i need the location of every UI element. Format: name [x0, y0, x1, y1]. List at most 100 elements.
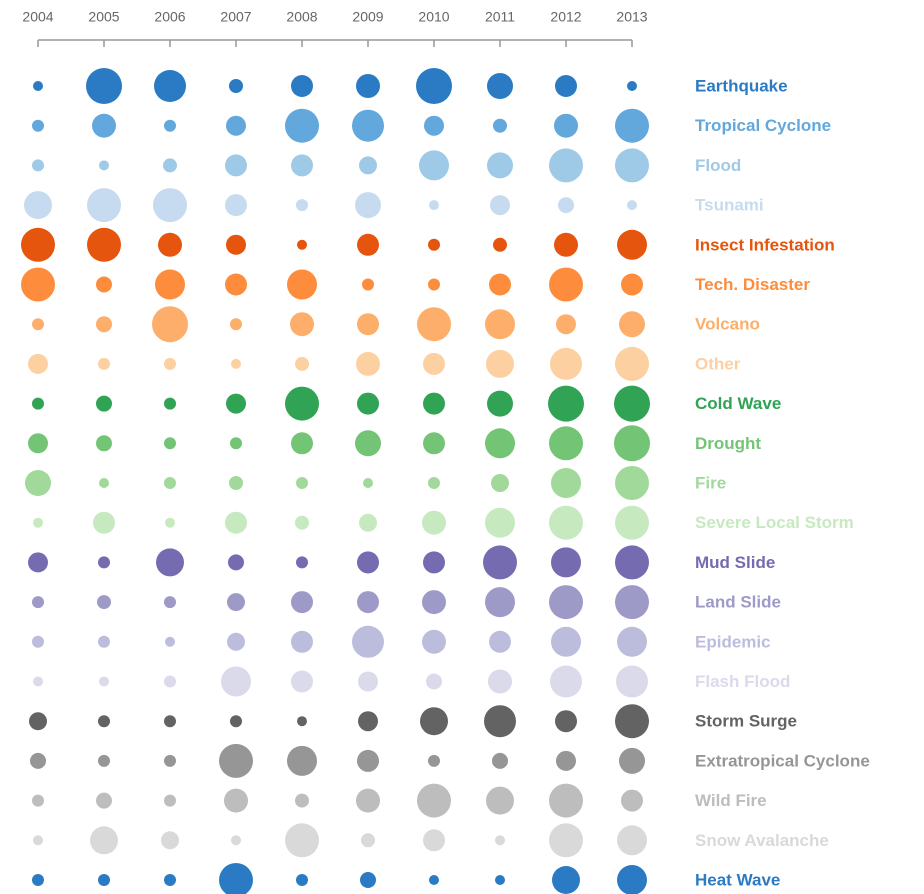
legend-label: Wild Fire — [695, 791, 767, 810]
bubble — [227, 593, 245, 612]
bubble — [96, 395, 112, 412]
bubble — [99, 160, 109, 171]
bubble — [96, 276, 112, 293]
bubble — [96, 435, 112, 452]
bubble — [617, 865, 647, 894]
bubble — [285, 108, 319, 143]
bubble — [164, 357, 176, 370]
bubble — [161, 831, 179, 850]
bubble — [285, 823, 319, 858]
bubble — [416, 68, 452, 104]
bubble — [615, 505, 649, 540]
bubble — [484, 705, 516, 738]
bubble — [617, 229, 647, 260]
bubble — [419, 150, 449, 181]
bubble — [485, 428, 515, 459]
bubble — [30, 752, 46, 769]
bubble — [359, 156, 377, 175]
bubble — [226, 115, 246, 136]
bubble — [356, 788, 380, 813]
bubble — [352, 109, 384, 142]
bubble — [87, 188, 121, 223]
bubble — [619, 311, 645, 338]
bubble — [549, 426, 583, 461]
legend-label: Drought — [695, 434, 761, 453]
bubble — [230, 715, 242, 728]
bubble — [555, 75, 577, 97]
legend-label: Cold Wave — [695, 394, 781, 413]
legend-label: Snow Avalanche — [695, 831, 829, 850]
bubble — [355, 192, 381, 219]
bubble — [617, 626, 647, 657]
bubble — [32, 159, 44, 172]
bubble — [428, 754, 440, 767]
bubble — [98, 715, 110, 728]
bubble — [615, 346, 649, 381]
legend-label: Flood — [695, 156, 741, 175]
legend-label: Tsunami — [695, 196, 764, 215]
bubble — [549, 148, 583, 183]
bubble — [33, 81, 43, 91]
bubble — [495, 875, 505, 885]
bubble — [493, 118, 507, 133]
bubble — [225, 154, 247, 177]
bubble — [359, 513, 377, 532]
bubble — [615, 545, 649, 580]
bubble — [423, 829, 445, 852]
bubble — [98, 874, 110, 886]
bubble — [428, 238, 440, 251]
bubble — [163, 158, 177, 173]
bubble — [287, 269, 317, 300]
x-tick-label: 2008 — [286, 9, 317, 25]
bubble — [417, 783, 451, 818]
bubble — [164, 754, 176, 767]
bubble — [32, 318, 44, 331]
x-tick-label: 2006 — [154, 9, 185, 25]
bubble — [549, 783, 583, 818]
bubble — [621, 789, 643, 812]
bubble — [164, 596, 176, 609]
bubble — [423, 551, 445, 574]
bubble — [357, 749, 379, 772]
bubble — [296, 477, 308, 489]
bubble — [25, 470, 51, 496]
bubble — [32, 596, 44, 609]
bubble — [627, 81, 637, 91]
bubble — [429, 875, 439, 885]
bubble — [614, 425, 650, 462]
bubble — [164, 715, 176, 728]
x-tick-label: 2010 — [418, 9, 449, 25]
bubble — [361, 833, 375, 848]
bubble — [219, 743, 253, 778]
bubble — [291, 75, 313, 97]
bubble — [291, 154, 313, 177]
bubble — [98, 754, 110, 767]
legend-label: Storm Surge — [695, 712, 797, 731]
legend-label: Heat Wave — [695, 870, 780, 889]
bubble — [489, 273, 511, 296]
bubble — [164, 119, 176, 132]
bubble — [558, 197, 574, 214]
bubble — [485, 507, 515, 538]
bubble — [615, 108, 649, 143]
bubble — [488, 669, 512, 694]
bubble — [227, 632, 245, 651]
bubble — [549, 585, 583, 620]
bubble — [165, 517, 175, 528]
bubble — [33, 517, 43, 528]
bubble — [357, 392, 379, 415]
bubble — [86, 68, 122, 104]
bubble — [551, 547, 581, 578]
bubble — [295, 793, 309, 808]
bubble — [164, 477, 176, 489]
bubble — [225, 273, 247, 296]
bubble — [549, 267, 583, 302]
bubble — [487, 152, 513, 179]
bubble — [428, 278, 440, 291]
legend-label: Extratropical Cyclone — [695, 751, 870, 770]
legend-label: Other — [695, 354, 741, 373]
bubble — [621, 273, 643, 296]
bubble — [93, 511, 115, 534]
bubble — [225, 511, 247, 534]
bubble — [296, 874, 308, 886]
